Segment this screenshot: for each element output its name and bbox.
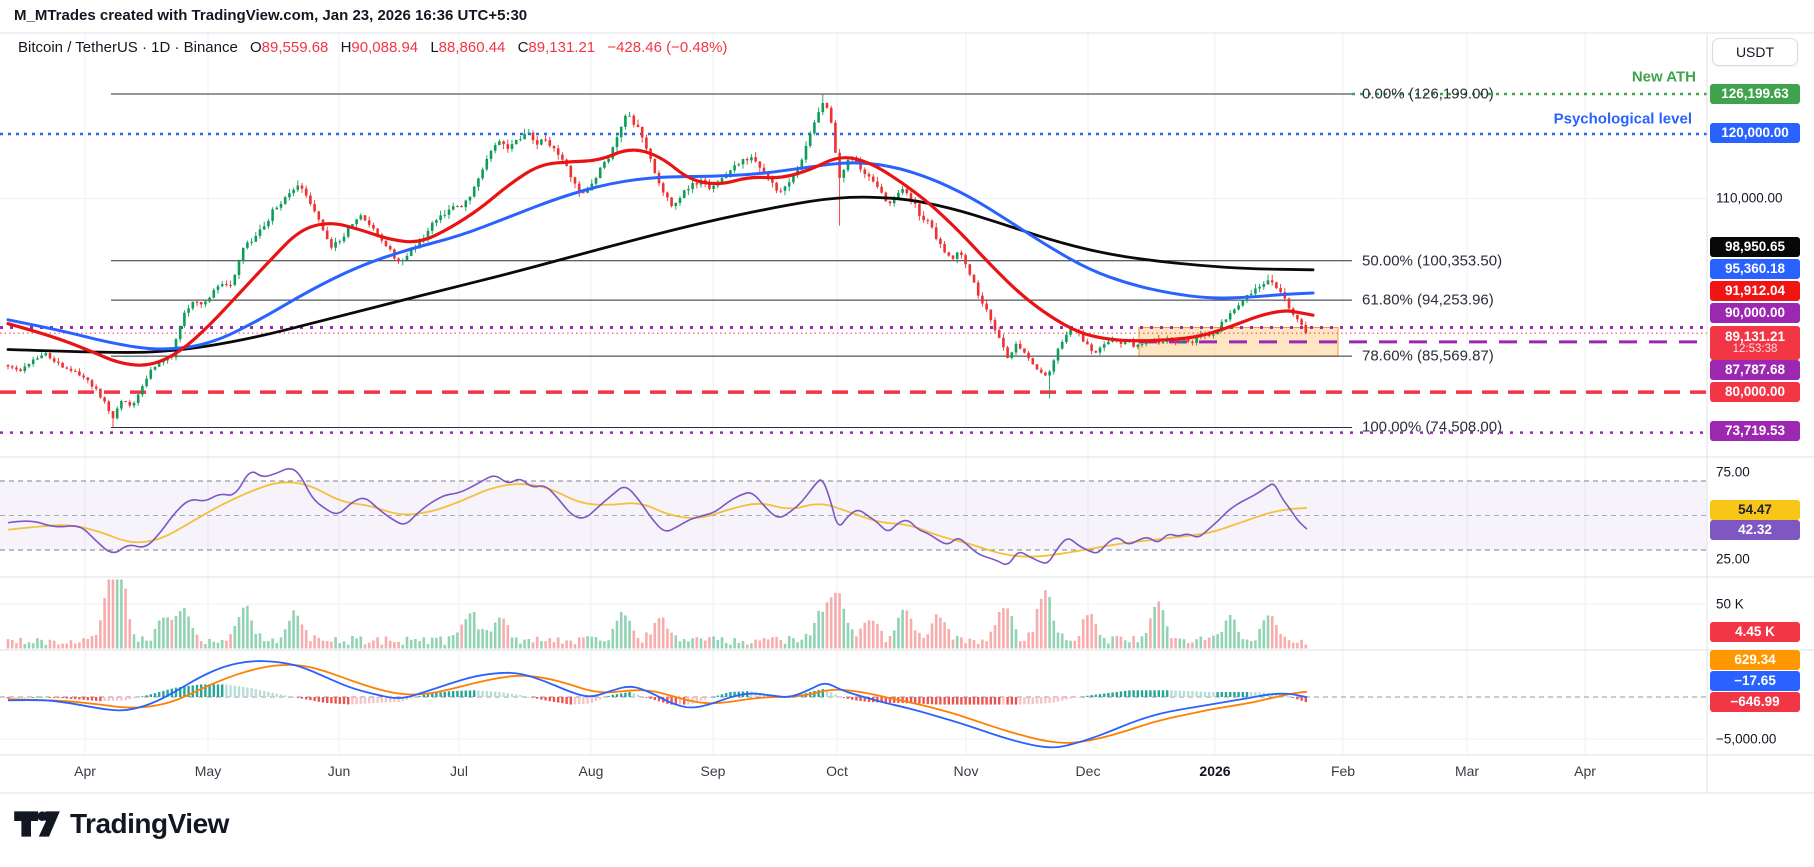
ohlc-high-label: H xyxy=(340,39,352,56)
attribution-text: M_MTrades created with TradingView.com, … xyxy=(14,7,528,24)
axis-price-label: 50 K xyxy=(1716,596,1744,612)
countdown-timer: 12:53:38 xyxy=(1732,343,1778,355)
ohlc-close-label: C xyxy=(517,39,529,56)
price-badge-value: 4.45 K xyxy=(1735,624,1775,639)
frame-layer xyxy=(0,32,1814,794)
psychological-level-annotation: Psychological level xyxy=(1553,110,1692,128)
axis-price-label: 75.00 xyxy=(1716,464,1750,480)
price-badge: 4.45 K xyxy=(1710,622,1800,642)
symbol-title: Bitcoin / TetherUS · 1D · Binance xyxy=(18,39,238,56)
ohlc-low-value: 88,860.44 xyxy=(438,39,506,56)
price-badge: 89,131.21 12:53:38 xyxy=(1710,326,1800,360)
volume-layer xyxy=(6,579,1308,649)
time-axis-label: Jun xyxy=(327,763,351,779)
ohlc-high-value: 90,088.94 xyxy=(351,39,419,56)
price-badge-value: 54.47 xyxy=(1738,502,1772,517)
fib-level-label: 0.00% (126,199.00) xyxy=(1362,85,1494,103)
price-badge: 120,000.00 xyxy=(1710,123,1800,143)
new-ath-annotation: New ATH xyxy=(1631,68,1696,86)
price-badge-value: 126,199.63 xyxy=(1721,86,1789,101)
price-badge-value: 120,000.00 xyxy=(1721,125,1789,140)
price-badge-value: 87,787.68 xyxy=(1724,362,1786,377)
time-axis-label: May xyxy=(194,763,222,779)
price-badge-value: 42.32 xyxy=(1738,522,1772,537)
price-badge: 90,000.00 xyxy=(1710,303,1800,323)
price-badge-value: −646.99 xyxy=(1730,694,1780,709)
price-badge-value: 98,950.65 xyxy=(1724,239,1786,254)
time-axis-label: 2026 xyxy=(1199,763,1231,779)
time-axis-label: Dec xyxy=(1075,763,1101,779)
price-badge: 42.32 xyxy=(1710,520,1800,540)
macd-histogram-layer xyxy=(6,684,1307,705)
fib-level-label: 78.60% (85,569.87) xyxy=(1362,347,1494,365)
ohlc-open-value: 89,559.68 xyxy=(261,39,329,56)
time-axis-label: Aug xyxy=(578,763,604,779)
price-badge-value: 80,000.00 xyxy=(1724,384,1786,399)
ohlc-close-value: 89,131.21 xyxy=(528,39,596,56)
price-badge-value: −17.65 xyxy=(1734,673,1776,688)
price-badge: 95,360.18 xyxy=(1710,259,1800,279)
fib-level-label: 50.00% (100,353.50) xyxy=(1362,252,1503,270)
price-badge-value: 90,000.00 xyxy=(1724,305,1786,320)
price-badge: 98,950.65 xyxy=(1710,237,1800,257)
change-value: −428.46 (−0.48%) xyxy=(607,39,728,56)
time-axis-label: Oct xyxy=(826,763,848,779)
symbol-legend: Bitcoin / TetherUS · 1D · Binance O89,55… xyxy=(18,39,727,56)
price-badge: 629.34 xyxy=(1710,650,1800,670)
currency-toggle-button[interactable]: USDT xyxy=(1712,38,1798,66)
tradingview-logo-text: TradingView xyxy=(70,808,229,839)
price-badge-value: 629.34 xyxy=(1734,652,1776,667)
tradingview-logo-icon xyxy=(14,811,60,837)
moving-averages-layer xyxy=(6,148,1315,367)
time-axis-label: Apr xyxy=(1574,763,1596,779)
axis-price-label: 110,000.00 xyxy=(1716,190,1783,206)
price-badge: −646.99 xyxy=(1710,692,1800,712)
price-badge-value: 91,912.04 xyxy=(1724,283,1786,298)
price-badge: 126,199.63 xyxy=(1710,84,1800,104)
time-axis-label: Nov xyxy=(953,763,979,779)
price-badge: 80,000.00 xyxy=(1710,382,1800,402)
indicator-lines-layer xyxy=(7,468,1308,749)
price-badge: 87,787.68 xyxy=(1710,360,1800,380)
fib-level-label: 61.80% (94,253.96) xyxy=(1362,291,1494,309)
price-badge: −17.65 xyxy=(1710,671,1800,691)
price-badge: 73,719.53 xyxy=(1710,421,1800,441)
price-badge: 91,912.04 xyxy=(1710,281,1800,301)
time-axis-label: Apr xyxy=(74,763,96,779)
tradingview-logo[interactable]: TradingView xyxy=(14,808,229,840)
price-badge-value: 73,719.53 xyxy=(1724,423,1786,438)
time-axis-label: Feb xyxy=(1330,763,1356,779)
fib-level-label: 100.00% (74,508.00) xyxy=(1362,418,1503,436)
axis-price-label: −5,000.00 xyxy=(1716,731,1777,747)
axis-price-label: 25.00 xyxy=(1716,551,1750,567)
price-badge-value: 89,131.21 xyxy=(1724,329,1786,344)
ohlc-open-label: O xyxy=(250,39,262,56)
price-badge-value: 95,360.18 xyxy=(1724,261,1786,276)
time-axis-label: Jul xyxy=(450,763,468,779)
time-axis-label: Mar xyxy=(1454,763,1480,779)
ohlc-low-label: L xyxy=(430,39,439,56)
time-axis-label: Sep xyxy=(700,763,726,779)
price-badge: 54.47 xyxy=(1710,500,1800,520)
